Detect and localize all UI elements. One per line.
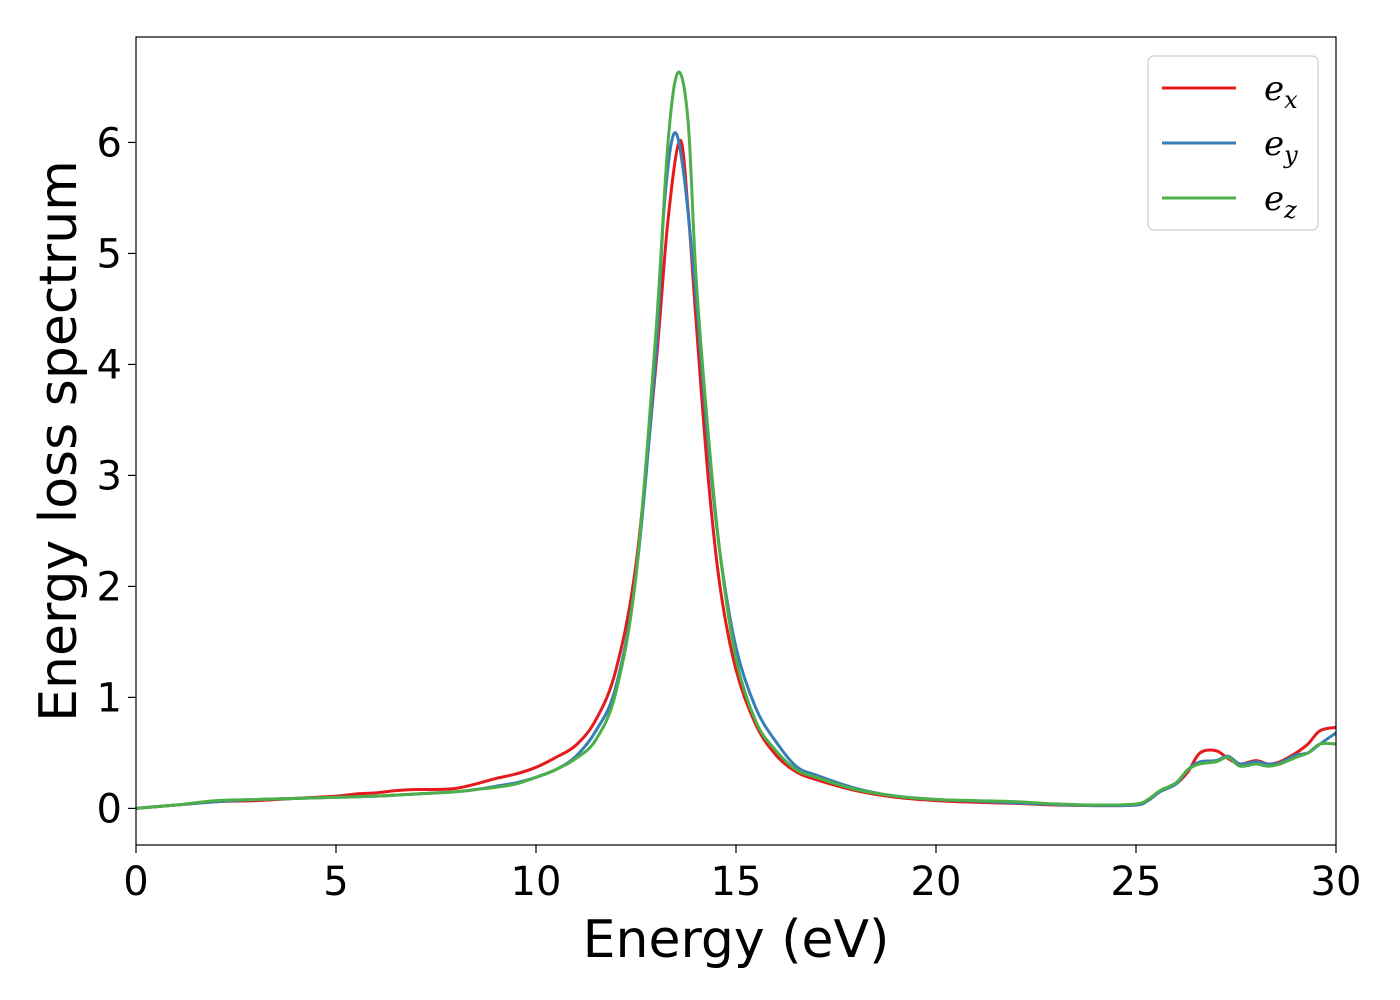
x-axis: 0 5 10 15 20 25 30 (123, 845, 1361, 905)
y-tick-label: 6 (97, 120, 122, 166)
y-tick-label: 4 (97, 342, 122, 388)
series-line-x (135, 138, 1337, 810)
series-line-z (135, 70, 1337, 810)
x-tick-label: 5 (323, 859, 348, 905)
y-tick-label: 0 (97, 786, 122, 832)
y-axis: 0 1 2 3 4 5 6 (97, 120, 136, 832)
series-layer (135, 70, 1337, 810)
x-tick-label: 10 (511, 859, 562, 905)
y-tick-label: 3 (97, 453, 122, 499)
series-line-y (135, 131, 1337, 810)
x-tick-label: 20 (911, 859, 962, 905)
x-tick-label: 0 (123, 859, 148, 905)
y-axis-title: Energy loss spectrum (29, 160, 89, 722)
y-tick-label: 2 (97, 564, 122, 610)
y-tick-label: 5 (97, 231, 122, 277)
x-tick-label: 15 (711, 859, 762, 905)
legend-label-z: ez (1264, 179, 1297, 224)
y-tick-label: 1 (97, 675, 122, 721)
x-tick-label: 30 (1311, 859, 1362, 905)
x-tick-label: 25 (1111, 859, 1162, 905)
x-axis-title: Energy (eV) (583, 910, 890, 970)
